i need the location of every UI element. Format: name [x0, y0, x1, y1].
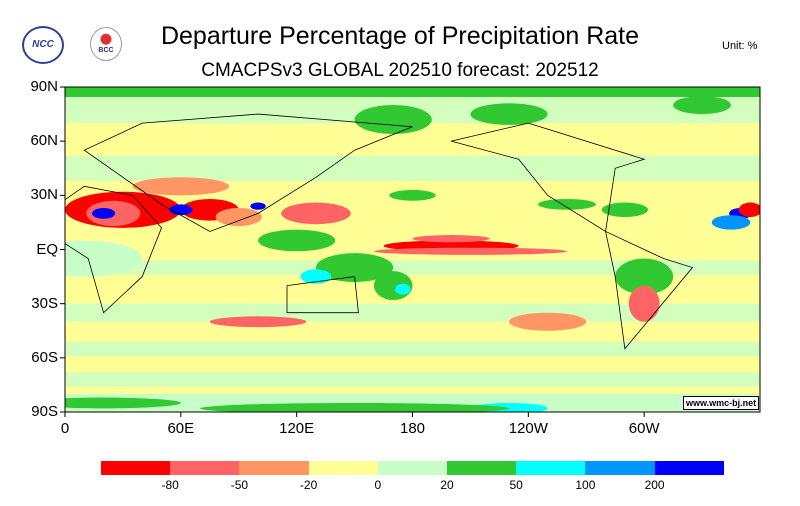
y-tick-label: 90N [30, 78, 58, 95]
field-patch [537, 198, 596, 210]
coastline [83, 113, 413, 232]
colorbar-swatch [447, 461, 517, 475]
colorbar-swatch [654, 461, 724, 475]
x-tick-label: 180 [399, 420, 426, 437]
field-patch [412, 235, 490, 243]
field-patch [738, 202, 760, 217]
field-patch [258, 229, 336, 252]
field-patch [300, 269, 332, 284]
field-patch [470, 103, 548, 125]
colorbar-label: 20 [440, 478, 454, 492]
colorbar-swatch [377, 461, 447, 475]
watermark: www.wmc-bj.net [683, 396, 760, 410]
unit-label: Unit: % [722, 40, 758, 52]
coastline [65, 185, 162, 314]
colorbar-label: -50 [230, 478, 249, 492]
field-patch [628, 285, 660, 322]
y-tick-label: 90S [31, 403, 58, 420]
field-patch [373, 247, 567, 255]
bcc-logo: BCC [90, 27, 122, 61]
band-lightgreen [65, 372, 760, 387]
field-patch [65, 397, 181, 409]
y-tick-label: 60S [31, 348, 58, 366]
field-patch [354, 105, 432, 134]
field-patch [200, 402, 509, 412]
colorbar-swatch [516, 461, 586, 475]
x-tick-label: 120W [508, 420, 548, 437]
colorbar-swatch [239, 461, 309, 475]
y-tick-label: 30N [30, 186, 58, 204]
field-patch [65, 240, 143, 277]
x-tick-label: 0 [60, 420, 70, 437]
band-lightgreen [65, 155, 760, 181]
field-patch [711, 215, 751, 230]
colorbar-label: -80 [161, 478, 179, 492]
field-patch [209, 316, 307, 328]
coastline [605, 231, 694, 350]
field-patch [509, 312, 587, 331]
colorbar-swatch [101, 461, 171, 475]
x-tick-label: 60W [628, 420, 660, 437]
colorbar-label: 200 [644, 478, 665, 492]
field-patch [601, 202, 649, 217]
x-tick-label: 60E [167, 420, 195, 437]
field-patch [315, 253, 394, 282]
colorbar-swatch [308, 461, 378, 475]
field-patch [92, 207, 116, 219]
field-patch [215, 207, 262, 227]
colorbar-label: 0 [374, 478, 382, 492]
colorbar-swatch [585, 461, 655, 475]
chart-subtitle: CMACPSv3 GLOBAL 202510 forecast: 202512 [201, 60, 599, 81]
colorbar-label: -20 [299, 478, 318, 492]
x-tick-label: 120E [279, 420, 315, 437]
chart-title: Departure Percentage of Precipitation Ra… [160, 22, 640, 50]
colorbar-swatch [170, 461, 240, 475]
field-patch [389, 189, 436, 201]
y-tick-label: 30S [31, 294, 58, 312]
coastline [286, 276, 359, 314]
y-tick-label: EQ [36, 240, 58, 258]
field-arctic [65, 87, 760, 97]
colorbar-label: 50 [509, 478, 523, 492]
y-tick-label: 60N [30, 132, 58, 150]
coastline [451, 122, 646, 233]
field-patch [132, 177, 230, 196]
field-patch [395, 283, 411, 295]
field-patch [169, 204, 193, 216]
band-lightgreen [65, 260, 760, 275]
ncc-logo: NCC [22, 26, 64, 64]
field-patch [281, 202, 351, 225]
colorbar-label: 100 [575, 478, 596, 492]
field-patch [250, 202, 266, 210]
band-lightgreen [65, 341, 760, 357]
field-patch [673, 96, 732, 115]
field-patch [615, 258, 674, 295]
